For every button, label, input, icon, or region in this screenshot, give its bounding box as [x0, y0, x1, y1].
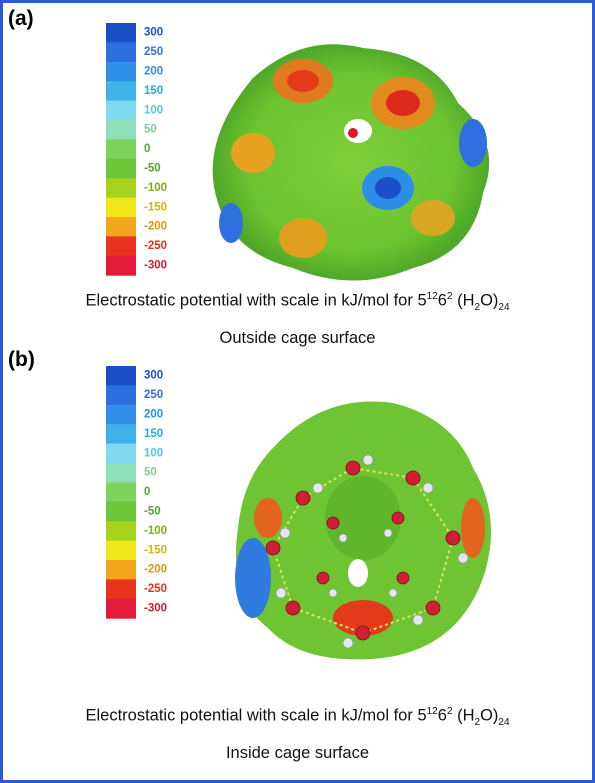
scale-band: [106, 62, 136, 82]
scale-band: [106, 42, 136, 62]
scale-label: 250: [144, 46, 163, 58]
scale-label: -50: [144, 506, 161, 518]
scale-label: 300: [144, 27, 163, 39]
caption: Electrostatic potential with scale in kJ…: [3, 291, 592, 313]
panel-graphic: 300 250 200 150 100 50 0 -50 -100 -150 -200 -250 -30…: [3, 3, 592, 283]
scale-band: [106, 521, 136, 541]
scale-band: [106, 236, 136, 256]
caption-text: Electrostatic potential with scale in kJ…: [85, 707, 417, 725]
scale-label: 300: [144, 370, 163, 382]
scale-label: 200: [144, 66, 163, 78]
scale-band: [106, 579, 136, 599]
scale-label: -100: [144, 182, 167, 194]
caption-sup: 12: [427, 706, 438, 717]
scale-label: -100: [144, 525, 167, 537]
caption-sub: 24: [498, 302, 509, 313]
scale-label: -300: [144, 603, 167, 615]
caption-text: Electrostatic potential with scale in kJ…: [85, 292, 417, 310]
scale-label: 250: [144, 389, 163, 401]
scale-label: 150: [144, 428, 163, 440]
caption-sub: 24: [498, 717, 509, 728]
scale-band: [106, 385, 136, 405]
scale-label: -150: [144, 544, 167, 556]
scale-band: [106, 198, 136, 218]
scale-label: -200: [144, 564, 167, 576]
scale-label: -250: [144, 583, 167, 595]
scale-label: 150: [144, 85, 163, 97]
panel-b: (b): [3, 348, 592, 780]
scale-band: [106, 463, 136, 483]
caption-text: (H: [453, 292, 475, 310]
caption-text: 5: [417, 707, 426, 725]
caption-text: (H: [453, 707, 475, 725]
scale-label: -300: [144, 260, 167, 272]
scale-band: [106, 502, 136, 522]
scale-label: 100: [144, 447, 163, 459]
scale-band: [106, 120, 136, 140]
scale-label: 50: [144, 124, 157, 136]
scale-band: [106, 139, 136, 159]
scale-band: [106, 81, 136, 101]
caption-text: O): [480, 707, 498, 725]
scale-label: -200: [144, 221, 167, 233]
caption: Electrostatic potential with scale in kJ…: [3, 706, 592, 728]
caption-sup: 12: [427, 291, 438, 302]
scale-band: [106, 541, 136, 561]
scale-band: [106, 23, 136, 43]
scale-band: [106, 599, 136, 619]
caption-text: 6: [438, 707, 447, 725]
caption-text: 5: [417, 292, 426, 310]
scale-band: [106, 178, 136, 198]
caption-text: 6: [438, 292, 447, 310]
scale-band: [106, 405, 136, 425]
subtitle: Inside cage surface: [3, 744, 592, 763]
scale-label: -250: [144, 240, 167, 252]
scale-band: [106, 444, 136, 464]
scale-band: [106, 424, 136, 444]
scale-label: 100: [144, 104, 163, 116]
scale-band: [106, 159, 136, 179]
figure: (a) 300250200150100500-50-100-150-2: [0, 0, 595, 783]
scale-band: [106, 101, 136, 121]
scale-label: -150: [144, 201, 167, 213]
scale-label: 0: [144, 143, 150, 155]
scale-band: [106, 256, 136, 276]
scale-label: 200: [144, 409, 163, 421]
cage-surface: [213, 44, 489, 280]
scale-band: [106, 482, 136, 502]
scale-band: [106, 217, 136, 237]
panel-graphic: 300 250 200 150 100 50 0 -50 -100 -150 -200 -250 -30…: [3, 348, 592, 678]
scale-label: -50: [144, 163, 161, 175]
scale-band: [106, 560, 136, 580]
scale-label: 0: [144, 486, 150, 498]
scale-label: 50: [144, 467, 157, 479]
caption-text: O): [480, 292, 498, 310]
scale-band: [106, 366, 136, 386]
subtitle: Outside cage surface: [3, 329, 592, 348]
cage-surface: [235, 401, 491, 659]
